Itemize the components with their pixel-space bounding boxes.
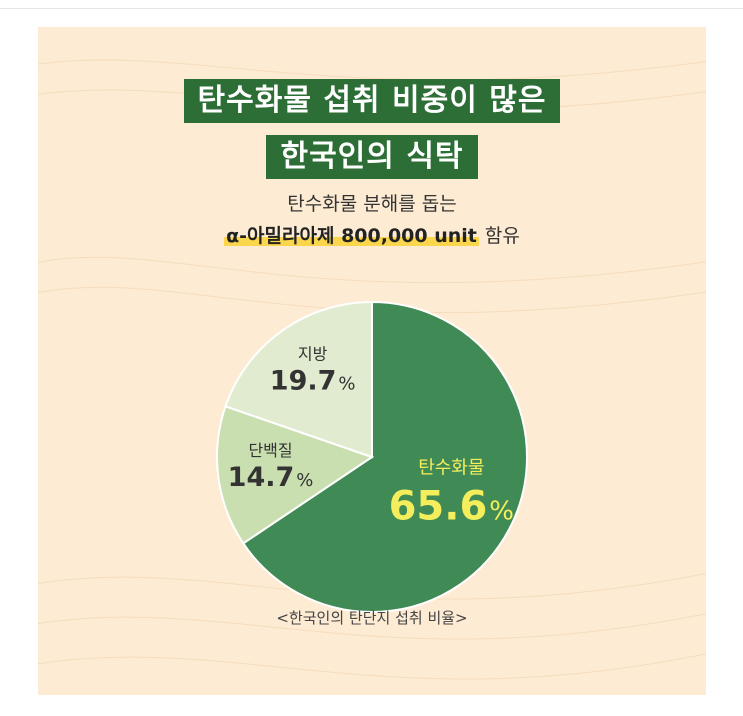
top-divider [0,8,743,9]
infographic-card: 탄수화물 섭취 비중이 많은 한국인의 식탁 탄수화물 분해를 돕는 α-아밀라… [38,27,706,695]
pie-slice-2 [224,300,373,459]
title-line-1-wrap: 탄수화물 섭취 비중이 많은 [38,79,706,123]
chart-caption: <한국인의 탄단지 섭취 비율> [276,609,468,627]
title-line-2-wrap: 한국인의 식탁 [38,135,706,179]
pie-slice-0 [241,300,528,613]
subtitle-line-2: α-아밀라아제 800,000 unit 함유 [38,221,706,248]
title-line-2: 한국인의 식탁 [266,135,478,179]
subtitle-suffix: 함유 [484,225,520,247]
subtitle-highlight: α-아밀라아제 800,000 unit [224,225,479,247]
pie-label-1: 단백질 [248,441,292,460]
title-line-1: 탄수화물 섭취 비중이 많은 [183,79,561,123]
pie-label-2: 지방 [298,345,328,364]
subtitle-line-1: 탄수화물 분해를 돕는 [287,193,457,215]
pie-slice-1 [216,405,375,545]
pie-label-0: 탄수화물 [418,457,484,478]
